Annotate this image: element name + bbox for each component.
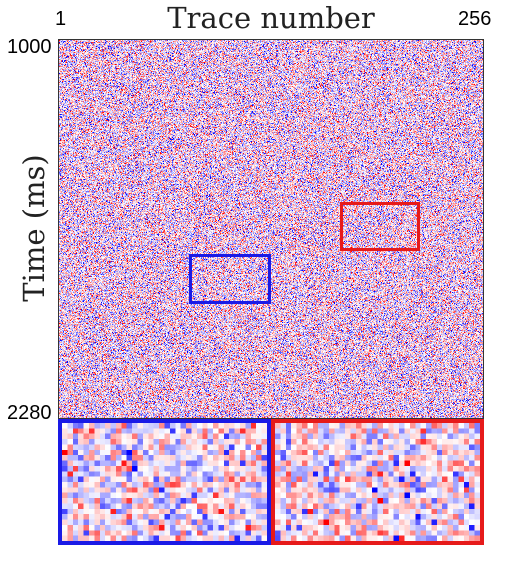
y-axis-label: Time (ms) [17,154,51,302]
x-tick-start: 1 [55,8,67,30]
x-tick-end: 256 [458,8,492,30]
chart-title: Trace number [167,1,375,35]
seismic-heatmap [59,40,483,418]
y-tick-start: 1000 [7,36,52,58]
red-window-box [339,201,420,251]
blue-window-zoom [58,419,271,545]
seismic-section [58,39,484,419]
blue-window-box [189,253,272,305]
red-window-zoom [271,419,484,545]
blue-window-zoom-heatmap [62,423,267,541]
red-window-zoom-heatmap [275,423,480,541]
y-tick-end: 2280 [7,402,52,424]
